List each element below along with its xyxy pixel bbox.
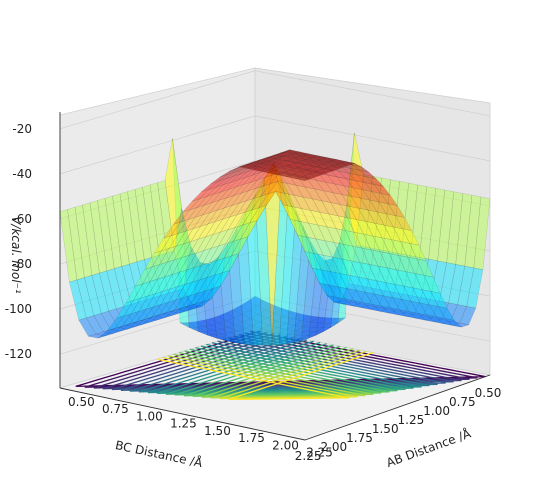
z-gridline	[59, 70, 491, 130]
contour-lines	[75, 330, 486, 401]
x-axis-line	[304, 374, 491, 441]
contour-line	[173, 348, 374, 398]
x-tick-label: 2.00	[272, 438, 299, 452]
z-tick-label: -80	[12, 257, 32, 271]
z-tick-label: -40	[12, 167, 32, 181]
tick-labels: -20-40-60-80-100-1200.500.751.001.251.50…	[5, 122, 502, 463]
z-tick-label: -20	[12, 122, 32, 136]
y-axis-label: BC Distance /Å	[114, 437, 205, 470]
z-tick-label: -100	[5, 302, 32, 316]
contour-line	[93, 332, 470, 389]
contour-line	[156, 341, 414, 395]
contour-line	[156, 351, 374, 401]
y-tick-label: 2.25	[295, 449, 322, 463]
y-tick-label: 0.75	[449, 395, 476, 409]
z-gridline	[59, 115, 491, 175]
y-tick-label: 1.25	[398, 413, 425, 427]
surface-patch	[294, 176, 313, 182]
y-tick-label: 1.00	[423, 404, 450, 418]
x-tick-label: 0.50	[68, 395, 95, 409]
y-axis-line	[59, 387, 306, 441]
contour-line	[162, 350, 367, 400]
y-tick-label: 1.75	[346, 431, 373, 445]
energy-surface	[59, 132, 491, 346]
contour-line	[167, 349, 366, 399]
z-axis-label: V/kcal. mol⁻¹	[9, 216, 23, 294]
contour-line	[111, 335, 454, 391]
z-tick-label: -60	[12, 212, 32, 226]
x-tick-label: 1.00	[136, 409, 163, 423]
contour-line	[102, 334, 462, 390]
x-tick-label: 1.75	[238, 431, 265, 445]
contour-line	[165, 343, 406, 395]
x-tick-label: 0.75	[102, 402, 129, 416]
x-tick-label: 1.50	[204, 424, 231, 438]
y-tick-label: 1.50	[372, 422, 399, 436]
y-tick-label: 0.50	[475, 386, 502, 400]
contour-line	[174, 344, 398, 396]
contour-line	[178, 346, 382, 398]
contour-line	[120, 336, 446, 391]
y-tick-label: 2.00	[320, 440, 347, 454]
x-tick-label: 2.25	[306, 446, 333, 460]
axis-lines	[59, 112, 491, 441]
z-tick-label: -120	[5, 347, 32, 361]
contour-line	[183, 345, 390, 397]
x-tick-label: 1.25	[170, 417, 197, 431]
